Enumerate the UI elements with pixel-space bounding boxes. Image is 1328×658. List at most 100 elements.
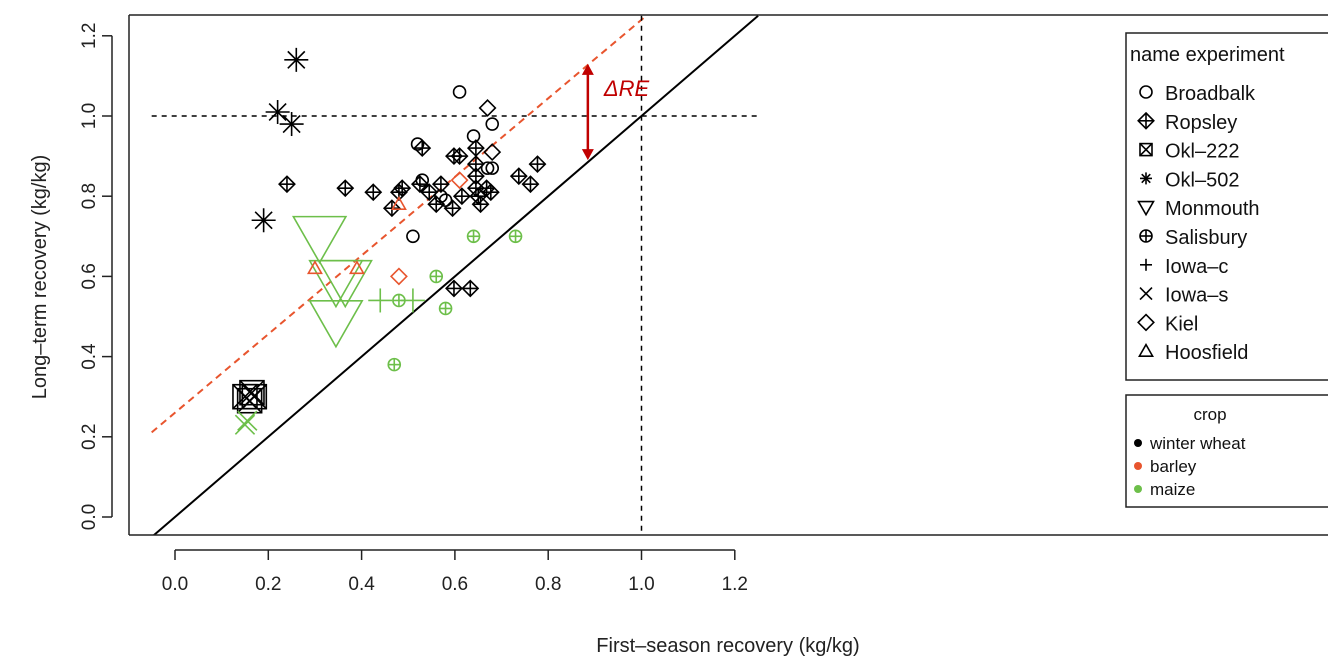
point-ropsley-winter-wheat — [481, 183, 500, 202]
x-tick-label: 0.6 — [442, 574, 468, 595]
x-axis: 0.0 0.2 0.4 0.6 0.8 1.0 1.2 — [162, 549, 748, 595]
legend-crop-items: winter wheat barley maize — [1134, 434, 1246, 499]
point-ropsley-winter-wheat — [521, 175, 540, 194]
point-salisbury-maize — [466, 229, 481, 244]
point-okl-502-winter-wheat — [251, 208, 276, 233]
point-ropsley-winter-wheat — [445, 279, 463, 298]
point-iowa-s-maize — [237, 410, 258, 431]
legend-label-ropsley: Ropsley — [1165, 112, 1237, 134]
legend-marker-monmouth — [1137, 200, 1155, 217]
y-axis-title: Long–term recovery (kg/kg) — [29, 155, 51, 400]
data-points — [232, 47, 547, 435]
legend-marker-okl-502 — [1140, 172, 1152, 185]
x-tick-label: 1.0 — [628, 574, 654, 595]
y-tick-label: 1.0 — [79, 103, 100, 129]
point-okl-222-winter-wheat — [239, 379, 265, 406]
point-broadbalk-winter-wheat — [485, 117, 500, 131]
point-ropsley-winter-wheat — [413, 139, 432, 158]
legend-marker-broadbalk — [1139, 85, 1153, 99]
one-to-one-line — [152, 15, 759, 535]
point-okl-502-winter-wheat — [284, 47, 309, 72]
point-hoosfield-barley — [390, 196, 407, 210]
fitted-dashed-line — [151, 15, 649, 434]
legend-dot-barley — [1134, 462, 1142, 470]
point-ropsley-winter-wheat — [410, 175, 429, 194]
legend-experiment-box — [1125, 32, 1328, 381]
point-ropsley-winter-wheat — [443, 199, 462, 218]
legend-label-monmouth: Monmouth — [1165, 198, 1260, 220]
x-axis-title: First–season recovery (kg/kg) — [596, 635, 859, 657]
legend-crop-title: crop — [1193, 405, 1226, 424]
legend-label-broadbalk: Broadbalk — [1165, 83, 1256, 105]
x-tick-label: 0.2 — [255, 574, 281, 595]
delta-re-arrowhead-top — [581, 63, 594, 75]
y-tick-label: 1.2 — [79, 23, 100, 49]
legend-marker-iowa-s — [1139, 287, 1153, 301]
legend-crop-label-winter-wheat: winter wheat — [1149, 434, 1246, 453]
legend-experiment-items: Broadbalk Ropsley Okl–222 Okl–502 Monmouth Sa… — [1137, 83, 1260, 364]
legend-label-okl-222: Okl–222 — [1165, 141, 1240, 163]
point-monmouth-maize — [308, 300, 364, 349]
legend-experiment-title: name experiment — [1130, 44, 1285, 66]
point-salisbury-maize — [429, 269, 444, 284]
point-kiel-barley — [389, 267, 408, 286]
legend-marker-salisbury — [1139, 229, 1153, 243]
legend-label-iowa-c: Iowa–c — [1165, 256, 1228, 278]
point-ropsley-winter-wheat — [382, 199, 401, 218]
point-ropsley-winter-wheat — [471, 195, 490, 214]
legend-marker-ropsley — [1137, 111, 1155, 130]
point-hoosfield-barley — [348, 260, 365, 275]
x-tick-label: 1.2 — [722, 574, 748, 595]
point-broadbalk-winter-wheat — [480, 161, 495, 175]
legend-label-okl-502: Okl–502 — [1165, 169, 1240, 191]
point-broadbalk-winter-wheat — [485, 161, 500, 175]
point-ropsley-winter-wheat — [431, 175, 450, 194]
point-ropsley-winter-wheat — [450, 147, 469, 166]
x-tick-label: 0.8 — [535, 574, 561, 595]
legend-label-kiel: Kiel — [1165, 313, 1198, 335]
point-hoosfield-barley — [306, 260, 323, 275]
point-ropsley-winter-wheat — [364, 183, 383, 202]
point-okl-502-winter-wheat — [279, 112, 304, 137]
point-iowa-c-maize — [368, 288, 393, 313]
delta-re-label: ΔRE — [603, 76, 650, 101]
point-salisbury-maize — [508, 229, 523, 244]
point-salisbury-maize — [438, 301, 453, 316]
legend-crop-label-maize: maize — [1150, 480, 1195, 499]
point-broadbalk-winter-wheat — [466, 129, 481, 143]
y-tick-label: 0.0 — [79, 504, 100, 530]
point-ropsley-winter-wheat — [461, 279, 480, 298]
delta-re-annotation: ΔRE — [581, 63, 650, 161]
legend-marker-okl-222 — [1139, 142, 1153, 157]
point-monmouth-maize — [291, 215, 348, 265]
x-tick-label: 0.4 — [348, 574, 375, 595]
point-broadbalk-winter-wheat — [406, 229, 420, 244]
y-tick-label: 0.2 — [79, 424, 100, 450]
delta-re-arrowhead-bottom — [581, 149, 594, 161]
legend-marker-iowa-c — [1140, 258, 1152, 271]
point-salisbury-maize — [387, 357, 402, 372]
legend-label-hoosfield: Hoosfield — [1165, 342, 1248, 364]
legend-crop-label-barley: barley — [1150, 457, 1197, 476]
legend-crop-box — [1125, 394, 1328, 508]
point-ropsley-winter-wheat — [420, 183, 439, 202]
point-iowa-c-maize — [400, 288, 425, 313]
point-ropsley-winter-wheat — [528, 155, 547, 174]
point-broadbalk-winter-wheat — [410, 137, 425, 151]
reference-lines — [151, 15, 759, 535]
legend-marker-kiel — [1137, 313, 1155, 332]
point-okl-502-winter-wheat — [265, 99, 290, 124]
point-broadbalk-winter-wheat — [452, 85, 467, 99]
legend-experiment: name experiment Broadbalk Ropsley Okl–222 O… — [1125, 32, 1328, 381]
point-kiel-winter-wheat — [483, 143, 502, 162]
point-monmouth-maize — [317, 259, 373, 309]
point-ropsley-winter-wheat — [452, 187, 471, 206]
legend-marker-hoosfield — [1138, 342, 1154, 357]
point-ropsley-winter-wheat — [393, 179, 412, 198]
x-tick-label: 0.0 — [162, 574, 188, 595]
legend-dot-maize — [1134, 485, 1142, 493]
point-iowa-s-maize — [234, 414, 256, 435]
y-tick-label: 0.6 — [79, 263, 100, 289]
point-kiel-winter-wheat — [478, 99, 497, 117]
